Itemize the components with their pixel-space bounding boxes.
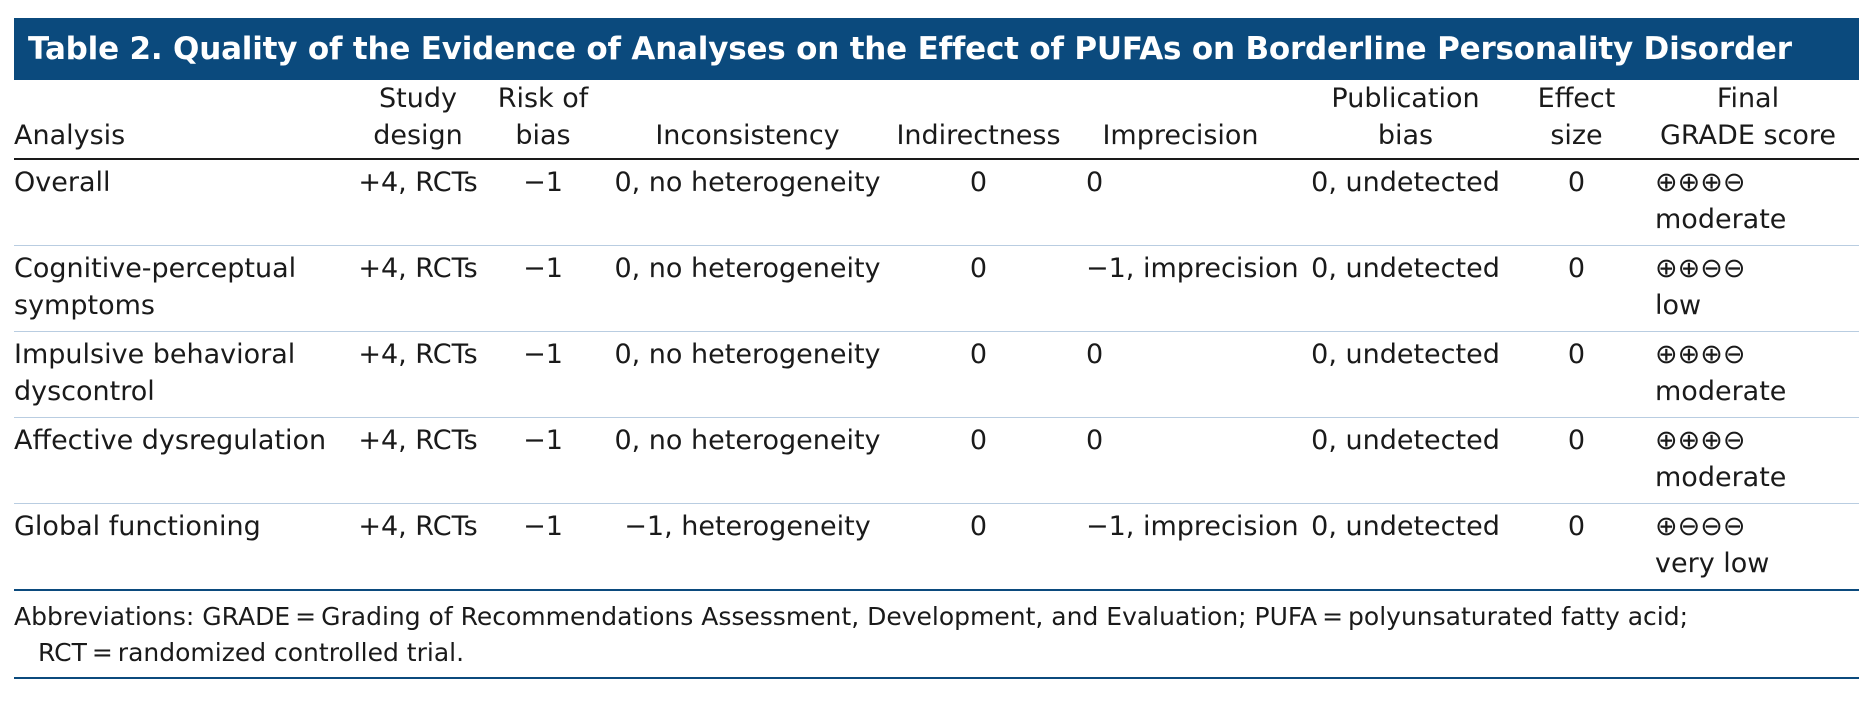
cell-study-design: +4, RCTs [358,253,478,284]
cell-final-grade: ⊕⊕⊖⊖ low [1637,246,1859,332]
header-effect-size: Effect size [1537,83,1616,151]
cell-risk-of-bias: −1 [523,253,563,284]
table-row: Affective dysregulation +4, RCTs −1 0, no h… [14,418,1859,504]
cell-risk-of-bias: −1 [523,511,563,542]
cell-analysis: Cognitive-perceptual symptoms [14,253,297,321]
cell-analysis: Impulsive behavioral dyscontrol [14,339,296,407]
cell-study-design: +4, RCTs [358,339,478,370]
grade-label: very low [1655,548,1770,579]
cell-effect-size: 0 [1567,511,1586,542]
cell-final-grade: ⊕⊕⊕⊖ moderate [1637,418,1859,504]
cell-imprecision: 0 [1086,167,1104,198]
cell-analysis: Overall [14,167,111,198]
cell-inconsistency: 0, no heterogeneity [614,425,881,456]
cell-risk-of-bias: −1 [523,339,563,370]
table-row: Impulsive behavioral dyscontrol +4, RCTs −1… [14,332,1859,418]
header-publication-bias: Publication bias [1331,83,1480,151]
table-row: Cognitive-perceptual symptoms +4, RCTs −1 0,… [14,246,1859,332]
grade-symbols: ⊕⊕⊖⊖ [1655,253,1746,284]
cell-effect-size: 0 [1567,253,1586,284]
cell-imprecision: 0 [1086,339,1104,370]
cell-study-design: +4, RCTs [358,425,478,456]
cell-study-design: +4, RCTs [358,511,478,542]
cell-analysis: Global functioning [14,511,261,542]
header-inconsistency: Inconsistency [655,120,840,151]
cell-publication-bias: 0, undetected [1311,339,1500,370]
table-title: Table 2. Quality of the Evidence of Anal… [28,31,1792,67]
grade-symbols: ⊕⊖⊖⊖ [1655,511,1746,542]
grade-symbols: ⊕⊕⊕⊖ [1655,425,1746,456]
cell-inconsistency: 0, no heterogeneity [614,253,881,284]
header-imprecision: Imprecision [1102,120,1259,151]
cell-final-grade: ⊕⊖⊖⊖ very low [1637,504,1859,591]
cell-inconsistency: 0, no heterogeneity [614,339,881,370]
evidence-table: Analysis Study design Risk of bias Inconsi… [14,80,1859,591]
table-row: Overall +4, RCTs −1 0, no heterogeneity 0 0 0,… [14,159,1859,246]
cell-indirectness: 0 [969,425,988,456]
footnote-line-1: Abbreviations: GRADE = Grading of Recomm… [14,602,1688,631]
cell-publication-bias: 0, undetected [1311,253,1500,284]
header-analysis: Analysis [14,120,126,151]
table-footnote: Abbreviations: GRADE = Grading of Recomm… [14,591,1859,679]
cell-indirectness: 0 [969,511,988,542]
cell-imprecision: −1, imprecision [1086,511,1299,542]
cell-risk-of-bias: −1 [523,167,563,198]
header-final-grade: Final GRADE score [1659,83,1837,151]
footnote-line-2: RCT = randomized controlled trial. [38,638,465,667]
header-study-design: Study design [373,83,463,151]
grade-label: low [1655,290,1702,321]
cell-effect-size: 0 [1567,339,1586,370]
cell-publication-bias: 0, undetected [1311,167,1500,198]
cell-study-design: +4, RCTs [358,167,478,198]
cell-effect-size: 0 [1567,167,1586,198]
grade-label: moderate [1655,204,1787,235]
header-indirectness: Indirectness [896,120,1061,151]
grade-label: moderate [1655,376,1787,407]
cell-indirectness: 0 [969,339,988,370]
cell-final-grade: ⊕⊕⊕⊖ moderate [1637,332,1859,418]
header-risk-of-bias: Risk of bias [497,83,589,151]
grade-symbols: ⊕⊕⊕⊖ [1655,167,1746,198]
cell-imprecision: −1, imprecision [1086,253,1299,284]
cell-effect-size: 0 [1567,425,1586,456]
grade-symbols: ⊕⊕⊕⊖ [1655,339,1746,370]
table-row: Global functioning +4, RCTs −1 −1, heteroge… [14,504,1859,591]
cell-analysis: Affective dysregulation [14,425,327,456]
header-row: Analysis Study design Risk of bias Inconsi… [14,80,1859,159]
cell-final-grade: ⊕⊕⊕⊖ moderate [1637,159,1859,246]
table-container: Table 2. Quality of the Evidence of Anal… [14,18,1859,679]
cell-inconsistency: 0, no heterogeneity [614,167,881,198]
cell-risk-of-bias: −1 [523,425,563,456]
cell-indirectness: 0 [969,253,988,284]
table-title-bar: Table 2. Quality of the Evidence of Anal… [14,18,1859,80]
cell-publication-bias: 0, undetected [1311,425,1500,456]
grade-label: moderate [1655,462,1787,493]
cell-imprecision: 0 [1086,425,1104,456]
cell-publication-bias: 0, undetected [1311,511,1500,542]
cell-inconsistency: −1, heterogeneity [624,511,871,542]
cell-indirectness: 0 [969,167,988,198]
